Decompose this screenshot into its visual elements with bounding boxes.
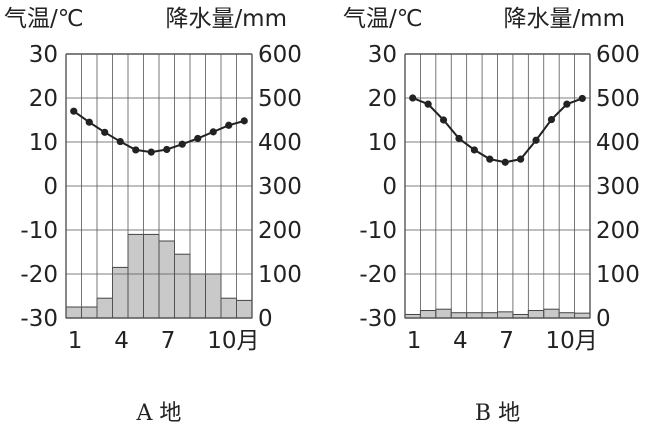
climograph-a: 30 600 20 500 10 400 0 300 -10 200 -20 100 -30 0 1 4 7 10… xyxy=(4,6,302,426)
chart-title: B 地 xyxy=(475,401,520,426)
chart-title: A 地 xyxy=(136,401,182,426)
temperature-point xyxy=(209,128,217,136)
temperature-point xyxy=(116,137,124,146)
x-tick-label: 1 xyxy=(407,328,422,354)
temperature-point xyxy=(163,145,171,154)
precip-tick-label: 100 xyxy=(596,262,640,288)
precip-bar xyxy=(419,310,437,319)
temp-tick-label: -10 xyxy=(359,218,397,244)
precip-bar xyxy=(127,233,144,319)
precip-bar xyxy=(112,266,129,319)
temperature-point xyxy=(424,100,432,108)
precip-bar xyxy=(174,253,191,319)
precip-bar xyxy=(527,310,545,319)
precip-bar xyxy=(497,311,514,319)
temperature-point xyxy=(194,134,202,143)
temperature-point xyxy=(101,128,109,136)
x-tick-label: 7 xyxy=(161,328,176,354)
temperature-point xyxy=(547,115,556,124)
precip-bar xyxy=(65,306,82,319)
climograph-b: 30 600 20 500 10 400 0 300 -10 200 -20 100 -30 0 1 4 7 10… xyxy=(343,6,640,426)
precip-tick-label: 0 xyxy=(258,306,273,332)
precip-bar xyxy=(466,312,483,319)
temp-tick-label: 20 xyxy=(29,86,58,112)
temp-tick-label: -20 xyxy=(20,262,58,288)
precip-bar xyxy=(158,240,175,319)
x-tick-label: 10月 xyxy=(545,328,597,354)
temperature-point xyxy=(532,136,540,144)
x-tick-label: 7 xyxy=(499,328,514,354)
precip-bar xyxy=(205,273,222,319)
temp-tick-label: -30 xyxy=(20,306,58,332)
temperature-point xyxy=(147,148,155,156)
precip-tick-label: 0 xyxy=(596,306,611,332)
precip-bar xyxy=(220,297,237,319)
temp-axis-title: 气温/℃ xyxy=(343,6,423,32)
precip-bar xyxy=(143,233,160,319)
precip-bar xyxy=(96,297,113,319)
precip-bar xyxy=(574,312,591,319)
temp-tick-label: 10 xyxy=(368,130,397,156)
x-tick-label: 4 xyxy=(114,328,129,354)
temp-tick-label: 30 xyxy=(29,42,58,68)
precip-bar xyxy=(81,306,98,319)
precip-bar xyxy=(558,312,576,319)
precip-tick-label: 400 xyxy=(258,130,302,156)
precip-tick-label: 200 xyxy=(258,218,302,244)
temperature-point xyxy=(501,158,509,166)
precip-bar xyxy=(450,312,468,319)
temp-tick-label: 0 xyxy=(43,174,58,200)
temperature-point xyxy=(85,118,93,126)
temperature-point xyxy=(132,146,140,154)
temperature-point xyxy=(470,146,478,154)
precip-tick-label: 600 xyxy=(258,42,302,68)
temp-tick-label: 30 xyxy=(368,42,397,68)
precip-tick-label: 300 xyxy=(596,174,640,200)
x-tick-label: 4 xyxy=(453,328,468,354)
temperature-point xyxy=(409,94,417,102)
temperature-point xyxy=(578,94,586,103)
temperature-point xyxy=(178,140,186,148)
temp-tick-label: -20 xyxy=(359,262,397,288)
temperature-point xyxy=(240,117,248,125)
temperature-point xyxy=(225,121,233,129)
temp-tick-label: 20 xyxy=(368,86,397,112)
temperature-point xyxy=(70,107,78,115)
temperature-line xyxy=(412,97,583,164)
precip-tick-label: 400 xyxy=(596,130,640,156)
temperature-point xyxy=(486,155,494,163)
temperature-point xyxy=(517,155,525,163)
precip-tick-label: 100 xyxy=(258,262,302,288)
temperature-point xyxy=(439,116,448,124)
precip-tick-label: 300 xyxy=(258,174,302,200)
precip-tick-label: 200 xyxy=(596,218,640,244)
precip-axis-title: 降水量/mm xyxy=(165,6,287,32)
temp-tick-label: -30 xyxy=(359,306,397,332)
temperature-point xyxy=(563,100,571,108)
precip-tick-label: 600 xyxy=(596,42,640,68)
temp-tick-label: -10 xyxy=(20,218,58,244)
precip-axis-title: 降水量/mm xyxy=(503,6,625,32)
temp-axis-title: 气温/℃ xyxy=(4,6,84,32)
precip-bar xyxy=(189,273,206,319)
precip-tick-label: 500 xyxy=(258,86,302,112)
precip-bar xyxy=(481,312,499,319)
x-tick-label: 1 xyxy=(68,328,83,354)
temperature-point xyxy=(455,134,463,143)
temp-tick-label: 0 xyxy=(382,174,397,200)
precip-bar xyxy=(543,308,560,319)
x-tick-label: 10月 xyxy=(207,328,259,354)
precip-bar xyxy=(236,299,253,319)
precip-tick-label: 500 xyxy=(596,86,640,112)
temp-tick-label: 10 xyxy=(29,130,58,156)
precip-bar xyxy=(435,308,452,319)
